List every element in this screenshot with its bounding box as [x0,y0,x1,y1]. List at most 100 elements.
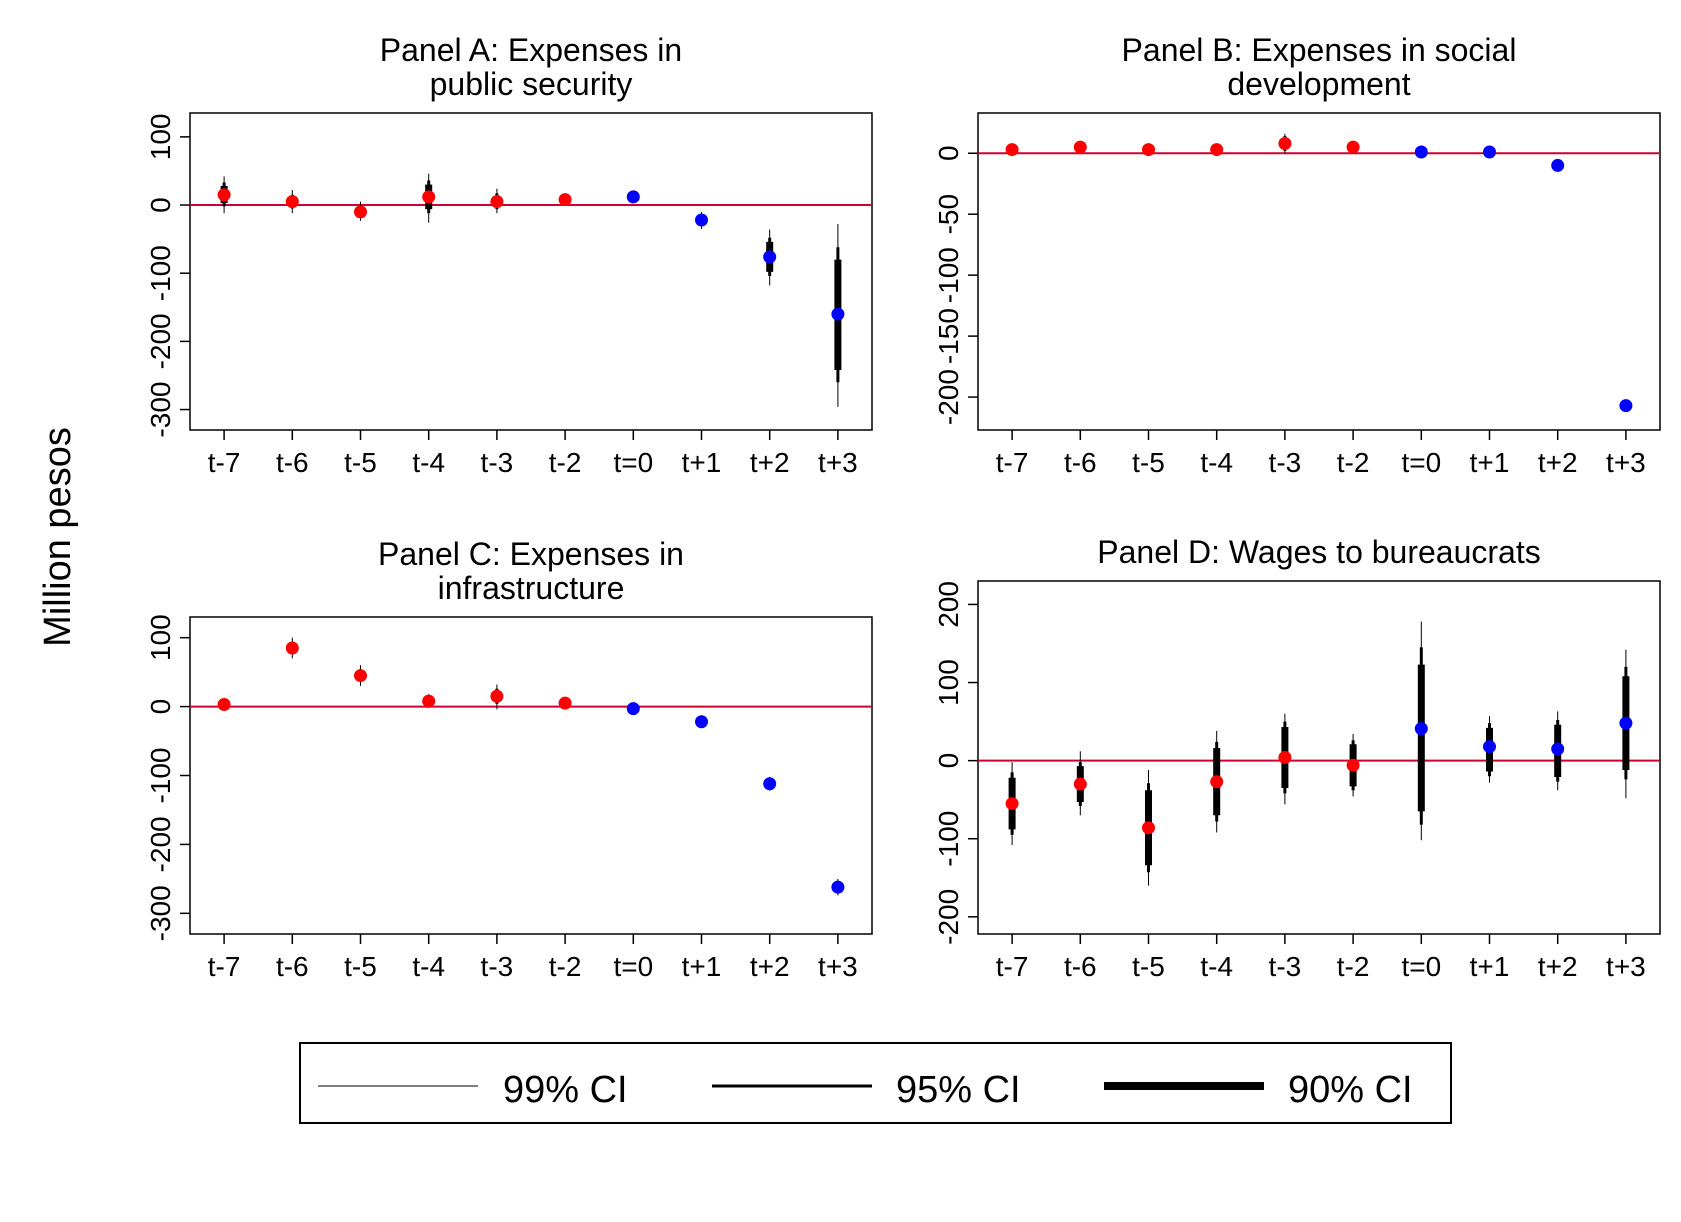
y-tick-label: 100 [145,614,176,661]
y-tick-label: -200 [933,889,964,945]
y-tick-label: 200 [933,581,964,628]
point-estimate-pre [490,689,504,703]
x-tick-label: t-6 [276,447,309,478]
x-tick-label: t-2 [1337,447,1370,478]
y-tick-label: 0 [933,145,964,161]
panel-b-plot-frame [977,112,1661,431]
point-estimate-post [695,715,708,729]
y-tick-label: -300 [145,382,176,438]
x-tick-label: t-4 [412,447,445,478]
point-estimate-pre [285,195,299,209]
x-tick-label: t+1 [682,951,722,982]
x-tick-label: t=0 [613,951,653,982]
point-estimate-pre [1142,821,1155,835]
point-estimate-post [831,880,845,894]
y-tick-label: 0 [933,753,964,769]
y-tick-label: -100 [933,811,964,867]
panel-a-title-line: Panel A: Expenses in [380,32,682,68]
x-tick-label: t-5 [344,447,377,478]
x-tick-label: t-4 [1200,951,1233,982]
panel-d-title-line: Panel D: Wages to bureaucrats [1097,534,1540,570]
x-tick-label: t=0 [613,447,653,478]
point-estimate-post [1551,158,1565,172]
point-estimate-pre [558,193,572,207]
point-estimate-post [626,702,640,716]
point-estimate-pre [1005,143,1019,157]
point-estimate-post [763,777,777,791]
point-estimate-pre [490,195,504,209]
legend-label-90: 90% CI [1288,1069,1413,1111]
point-estimate-pre [217,188,231,202]
point-estimate-pre [1278,136,1292,150]
x-tick-label: t-5 [344,951,377,982]
point-estimate-post [831,307,845,321]
x-tick-label: t=0 [1401,951,1441,982]
x-tick-label: t+3 [1606,447,1646,478]
x-tick-label: t-5 [1132,951,1165,982]
point-estimate-post [1414,722,1428,736]
legend-label-99: 99% CI [503,1069,628,1111]
point-estimate-post [626,190,640,204]
y-tick-label: -150 [933,308,964,364]
x-tick-label: t+3 [818,951,858,982]
y-tick-label: 100 [933,659,964,706]
point-estimate-pre [354,669,367,683]
x-tick-label: t+3 [1606,951,1646,982]
point-estimate-pre [1210,143,1224,157]
y-tick-label: -300 [145,885,176,941]
x-tick-label: t-3 [1269,447,1302,478]
y-tick-label: 100 [145,114,176,161]
x-tick-label: t-5 [1132,447,1165,478]
legend-box [299,1042,1452,1124]
point-estimate-post [763,250,777,264]
x-tick-label: t-7 [208,951,241,982]
x-tick-label: t+1 [682,447,722,478]
x-tick-label: t+2 [1538,951,1578,982]
panel-c-title-line: Panel C: Expenses in [378,536,684,572]
x-tick-label: t=0 [1401,447,1441,478]
x-tick-label: t-6 [1064,951,1097,982]
legend: 99% CI 95% CI 90% CI [299,1042,1452,1124]
point-estimate-post [1483,145,1496,159]
x-tick-label: t-3 [481,447,514,478]
point-estimate-pre [354,205,367,219]
panel-a-title-line: public security [430,66,633,102]
x-tick-label: t-2 [549,951,582,982]
point-estimate-pre [1073,140,1087,154]
point-estimate-pre [217,698,231,712]
x-tick-label: t+2 [750,447,790,478]
point-estimate-pre [1073,777,1087,791]
x-tick-label: t-3 [1269,951,1302,982]
point-estimate-post [1414,145,1428,159]
panel-b-title-line: Panel B: Expenses in social [1122,32,1517,68]
y-tick-label: -200 [145,313,176,369]
point-estimate-pre [1142,143,1155,157]
x-tick-label: t-7 [208,447,241,478]
point-estimate-post [695,213,708,227]
x-tick-label: t-6 [276,951,309,982]
legend-label-95: 95% CI [896,1069,1021,1111]
y-tick-label: -100 [145,747,176,803]
point-estimate-pre [558,696,572,710]
y-axis-label: Million pesos [37,427,79,647]
point-estimate-pre [1278,751,1292,764]
point-estimate-post [1551,742,1565,756]
panel-d-plot-frame [977,580,1661,935]
panel-b-title-line: development [1227,66,1410,102]
y-tick-label: -100 [145,245,176,301]
point-estimate-pre [1005,797,1019,811]
point-estimate-pre [1346,140,1360,154]
x-tick-label: t-2 [549,447,582,478]
x-tick-label: t-2 [1337,951,1370,982]
panel-d: Panel D: Wages to bureaucrats 200 100 0 -100… [933,534,1661,982]
y-tick-label: -200 [933,369,964,425]
panel-c-title-line: infrastructure [438,570,625,606]
y-tick-label: -100 [933,247,964,303]
x-tick-label: t+2 [1538,447,1578,478]
point-estimate-pre [422,190,436,204]
point-estimate-post [1483,740,1496,754]
